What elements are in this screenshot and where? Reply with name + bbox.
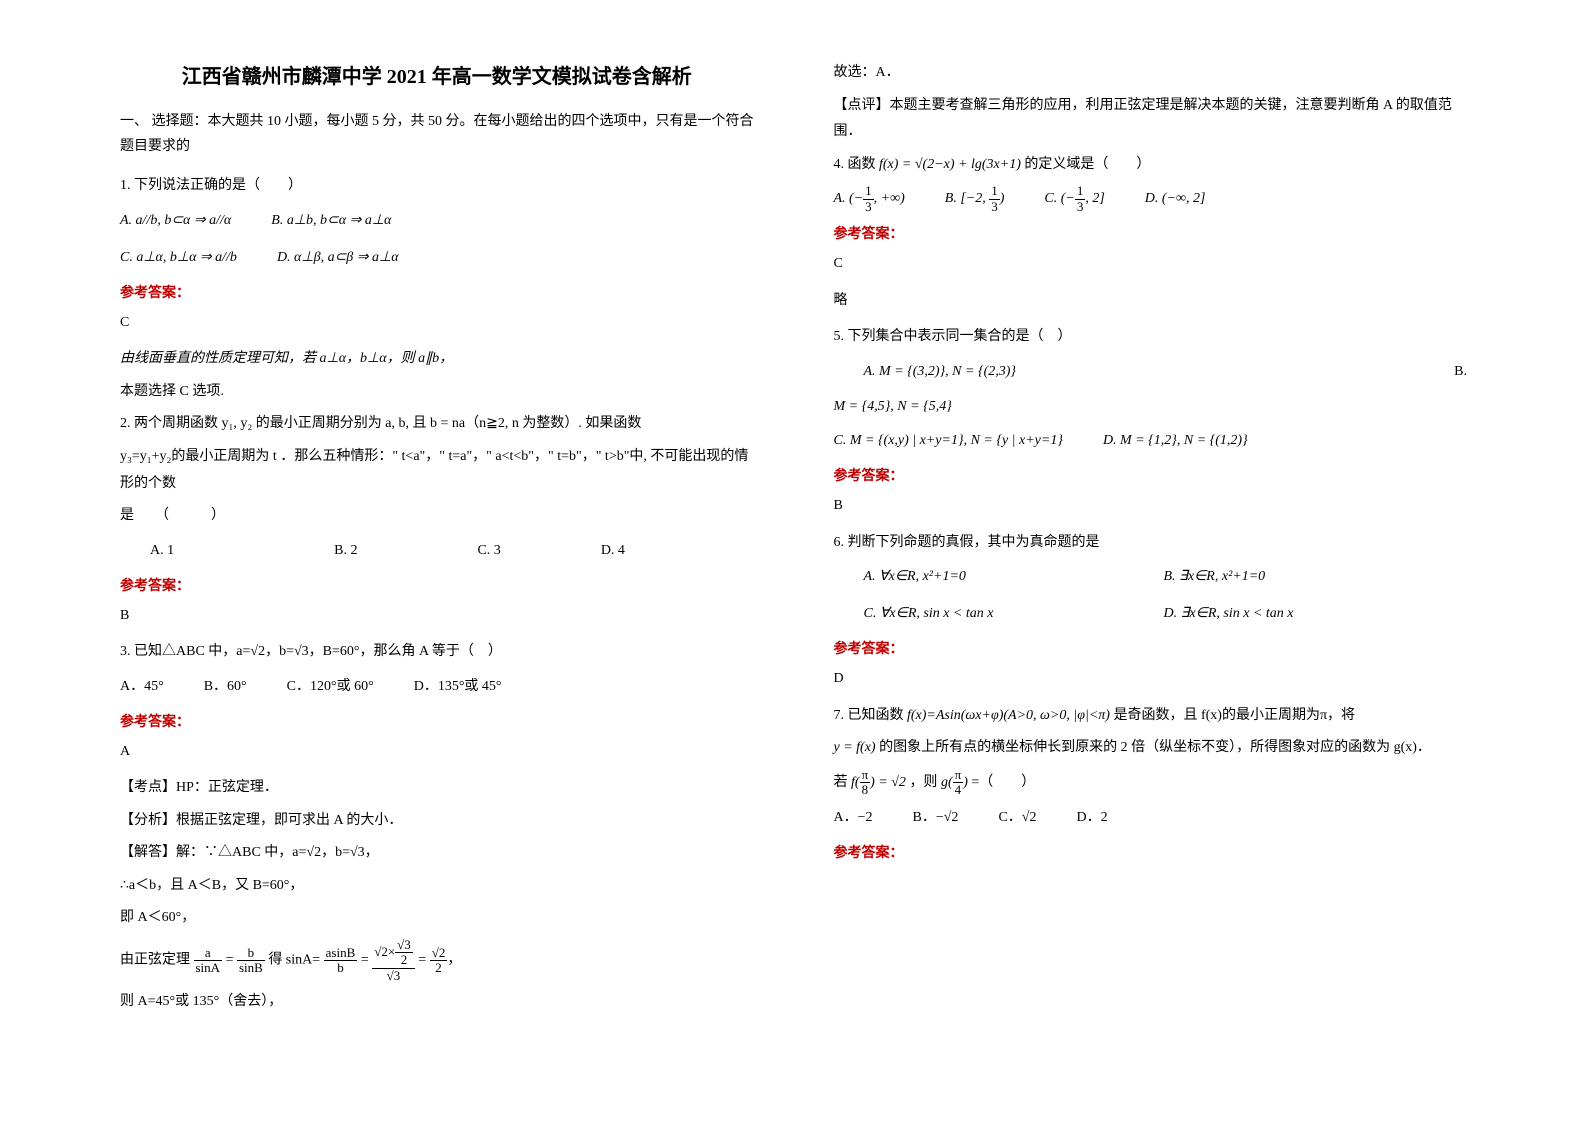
q3-ans: A bbox=[120, 739, 754, 766]
right-column: 故选：A． 【点评】本题主要考查解三角形的应用，利用正弦定理是解决本题的关键，注… bbox=[794, 60, 1488, 1082]
q2-opt-a: A. 1 bbox=[150, 536, 174, 567]
q4-ans: C bbox=[834, 251, 1468, 278]
q6-opt-b: B. ∃x∈R, x²+1=0 bbox=[1164, 562, 1266, 593]
q3-opts: A．45° B．60° C．120°或 60° D．135°或 45° bbox=[120, 672, 754, 703]
q7-s3-m3: g(π4) bbox=[941, 775, 968, 790]
q3-l3: 【解答】解：∵△ABC 中，a=√2，b=√3， bbox=[120, 840, 754, 867]
q1-opts-row1: A. a//b, b⊂α ⇒ a//α B. a⊥b, b⊂α ⇒ a⊥α bbox=[120, 206, 754, 237]
q7-s1-post: 是奇函数，且 f(x)的最小正周期为π，将 bbox=[1113, 708, 1355, 723]
q4-opt-c: C. (−13, 2] bbox=[1044, 184, 1104, 215]
q7-s1-pre: 7. 已知函数 bbox=[834, 708, 908, 723]
q3-frac1: asinA bbox=[194, 946, 223, 976]
q1-expl1: 由线面垂直的性质定理可知，若 a⊥α，b⊥α，则 a∥b， bbox=[120, 346, 754, 373]
q5-ans-label: 参考答案： bbox=[834, 465, 1468, 485]
q3-l2: 【分析】根据正弦定理，即可求出 A 的大小． bbox=[120, 808, 754, 835]
q5-opt-d: D. M = {1,2}, N = {(1,2)} bbox=[1103, 426, 1248, 457]
q3-l1: 【考点】HP：正弦定理． bbox=[120, 775, 754, 802]
q4-stem-pre: 4. 函数 bbox=[834, 157, 880, 172]
q7-s3-m2: ，则 bbox=[909, 775, 941, 790]
q3-opt-a: A．45° bbox=[120, 672, 164, 703]
q3-l7: 则 A=45°或 135°（舍去）， bbox=[120, 989, 754, 1016]
q2-stem2: y₃=y₁+y₂的最小正周期为 t ．那么五种情形：" t<a"，" t=a"，… bbox=[120, 444, 754, 497]
q7-opts: A．−2 B．−√2 C．√2 D．2 bbox=[834, 803, 1468, 834]
q3-l6-mid: 得 sinA= bbox=[268, 953, 320, 968]
q1-expl2: 本题选择 C 选项. bbox=[120, 379, 754, 406]
q7-s3-m1: f(π8) = √2 bbox=[851, 775, 906, 790]
q1-opts-row2: C. a⊥α, b⊥α ⇒ a//b D. α⊥β, a⊂β ⇒ a⊥α bbox=[120, 243, 754, 274]
q5-stem: 5. 下列集合中表示同一集合的是（ ） bbox=[834, 324, 1468, 351]
q7-opt-c: C．√2 bbox=[998, 803, 1036, 834]
q5-opt-a: A. M = {(3,2)}, N = {(2,3)} bbox=[864, 357, 1017, 388]
q1-opt-d: D. α⊥β, a⊂β ⇒ a⊥α bbox=[277, 243, 399, 274]
q1-opt-b: B. a⊥b, b⊂α ⇒ a⊥α bbox=[271, 206, 391, 237]
q2-opts: A. 1 B. 2 C. 3 D. 4 bbox=[150, 536, 754, 567]
q6-opt-c: C. ∀x∈R, sin x < tan x bbox=[864, 599, 1124, 630]
q3-frac4: √2×√32√3 bbox=[372, 938, 415, 983]
q4-ans2: 略 bbox=[834, 288, 1468, 315]
r-top2: 【点评】本题主要考查解三角形的应用，利用正弦定理是解决本题的关键，注意要判断角 … bbox=[834, 93, 1468, 146]
q4-stem-post: 的定义域是（ ） bbox=[1024, 157, 1150, 172]
q3-l6-pre: 由正弦定理 bbox=[120, 953, 190, 968]
q1-opt-a: A. a//b, b⊂α ⇒ a//α bbox=[120, 206, 231, 237]
q1-opt-c: C. a⊥α, b⊥α ⇒ a//b bbox=[120, 243, 237, 274]
q1-ans-label: 参考答案： bbox=[120, 282, 754, 302]
q6-ans-label: 参考答案： bbox=[834, 638, 1468, 658]
q6-row2: C. ∀x∈R, sin x < tan x D. ∃x∈R, sin x < … bbox=[864, 599, 1468, 630]
q3-ans-label: 参考答案： bbox=[120, 711, 754, 731]
q7-opt-a: A．−2 bbox=[834, 803, 873, 834]
q4-stem: 4. 函数 f(x) = √(2−x) + lg(3x+1) 的定义域是（ ） bbox=[834, 152, 1468, 179]
q3-opt-d: D．135°或 45° bbox=[414, 672, 502, 703]
q6-ans: D bbox=[834, 666, 1468, 693]
q5-row2: C. M = {(x,y) | x+y=1}, N = {y | x+y=1} … bbox=[834, 426, 1468, 457]
q3-frac5: √22 bbox=[430, 946, 448, 976]
left-column: 江西省赣州市麟潭中学 2021 年高一数学文模拟试卷含解析 一、 选择题：本大题… bbox=[100, 60, 794, 1082]
q5-ans: B bbox=[834, 493, 1468, 520]
q3-l4: ∴a＜b，且 A＜B，又 B=60°， bbox=[120, 873, 754, 900]
q6-row1: A. ∀x∈R, x²+1=0 B. ∃x∈R, x²+1=0 bbox=[864, 562, 1468, 593]
q5-opt-b-label: B. bbox=[1454, 357, 1467, 388]
q5-opt-b: M = {4,5}, N = {5,4} bbox=[834, 394, 1468, 421]
q2-stem3: 是 （ ） bbox=[120, 503, 754, 530]
q3-frac3: asinBb bbox=[324, 946, 358, 976]
q5-row1: A. M = {(3,2)}, N = {(2,3)} B. bbox=[834, 357, 1468, 388]
q7-stem1: 7. 已知函数 f(x)=Asin(ωx+φ)(A>0, ω>0, |φ|<π)… bbox=[834, 703, 1468, 730]
q7-stem3: 若 f(π8) = √2 ，则 g(π4) =（ ） bbox=[834, 768, 1468, 798]
q3-opt-b: B．60° bbox=[204, 672, 247, 703]
q2-ans: B bbox=[120, 603, 754, 630]
q7-opt-b: B．−√2 bbox=[913, 803, 959, 834]
q4-opt-d: D. (−∞, 2] bbox=[1145, 184, 1206, 215]
q5-opt-c: C. M = {(x,y) | x+y=1}, N = {y | x+y=1} bbox=[834, 426, 1063, 457]
q2-stem1: 2. 两个周期函数 y₁, y₂ 的最小正周期分别为 a, b, 且 b = n… bbox=[120, 411, 754, 438]
q6-opt-a: A. ∀x∈R, x²+1=0 bbox=[864, 562, 1124, 593]
q4-opt-a: A. (−13, +∞) bbox=[834, 184, 905, 215]
q6-opt-d: D. ∃x∈R, sin x < tan x bbox=[1164, 599, 1294, 630]
q7-s2-pre: y = f(x) bbox=[834, 740, 880, 755]
q7-ans-label: 参考答案： bbox=[834, 842, 1468, 862]
q7-opt-d: D．2 bbox=[1076, 803, 1107, 834]
q3-l6: 由正弦定理 asinA = bsinB 得 sinA= asinBb = √2×… bbox=[120, 938, 754, 983]
q1-stem: 1. 下列说法正确的是（ ） bbox=[120, 173, 754, 200]
r-top1: 故选：A． bbox=[834, 60, 1468, 87]
q7-s2-post: 的图象上所有点的横坐标伸长到原来的 2 倍（纵坐标不变），所得图象对应的函数为 … bbox=[879, 740, 1431, 755]
q4-opt-b: B. [−2, 13) bbox=[945, 184, 1005, 215]
q3-opt-c: C．120°或 60° bbox=[287, 672, 374, 703]
q3-frac2: bsinB bbox=[237, 946, 265, 976]
q7-s3-post: =（ ） bbox=[971, 775, 1035, 790]
q1-ans: C bbox=[120, 310, 754, 337]
q4-func: f(x) = √(2−x) + lg(3x+1) bbox=[879, 157, 1021, 172]
q3-l5: 即 A＜60°， bbox=[120, 905, 754, 932]
q2-ans-label: 参考答案： bbox=[120, 575, 754, 595]
q2-opt-b: B. 2 bbox=[334, 536, 357, 567]
q4-ans-label: 参考答案： bbox=[834, 223, 1468, 243]
q7-stem2: y = f(x) 的图象上所有点的横坐标伸长到原来的 2 倍（纵坐标不变），所得… bbox=[834, 735, 1468, 762]
doc-title: 江西省赣州市麟潭中学 2021 年高一数学文模拟试卷含解析 bbox=[120, 60, 754, 89]
q2-opt-d: D. 4 bbox=[601, 536, 625, 567]
q4-opts: A. (−13, +∞) B. [−2, 13) C. (−13, 2] D. … bbox=[834, 184, 1468, 215]
q3-stem: 3. 已知△ABC 中，a=√2，b=√3，B=60°，那么角 A 等于（ ） bbox=[120, 639, 754, 666]
q6-stem: 6. 判断下列命题的真假，其中为真命题的是 bbox=[834, 530, 1468, 557]
q2-opt-c: C. 3 bbox=[477, 536, 500, 567]
section-intro: 一、 选择题：本大题共 10 小题，每小题 5 分，共 50 分。在每小题给出的… bbox=[120, 109, 754, 159]
q7-s3-pre: 若 bbox=[834, 775, 852, 790]
q7-s1-mid: f(x)=Asin(ωx+φ)(A>0, ω>0, |φ|<π) bbox=[907, 708, 1110, 723]
